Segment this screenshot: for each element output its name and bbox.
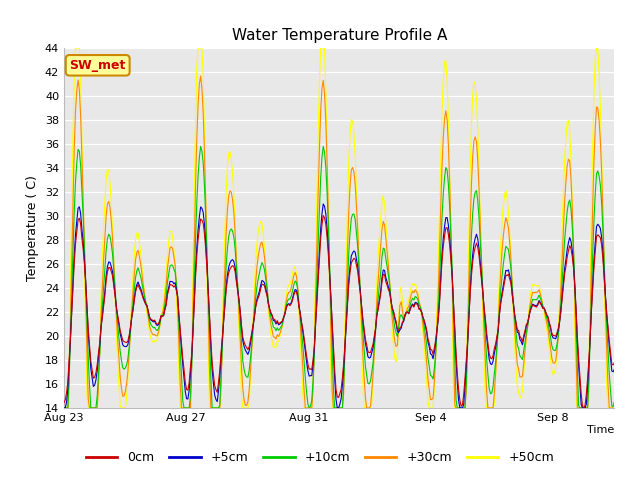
Text: SW_met: SW_met — [70, 59, 126, 72]
Title: Water Temperature Profile A: Water Temperature Profile A — [232, 28, 447, 43]
Text: Time: Time — [587, 425, 614, 435]
Legend: 0cm, +5cm, +10cm, +30cm, +50cm: 0cm, +5cm, +10cm, +30cm, +50cm — [81, 446, 559, 469]
Y-axis label: Temperature ( C): Temperature ( C) — [26, 175, 39, 281]
